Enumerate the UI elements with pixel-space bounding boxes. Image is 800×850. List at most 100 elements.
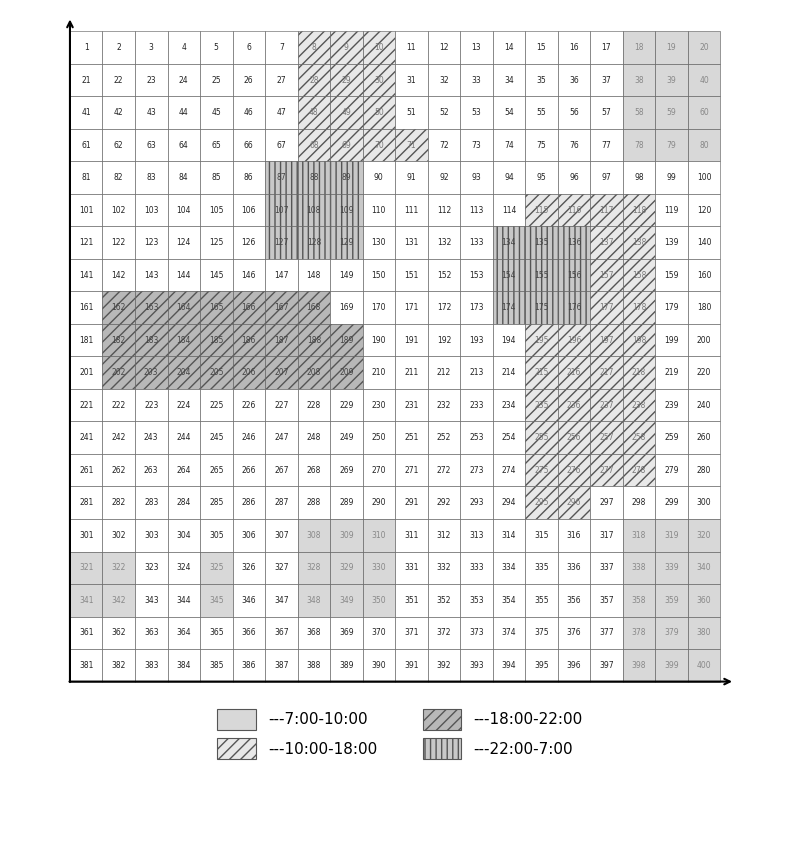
Bar [493,324,525,356]
Text: 341: 341 [79,596,94,605]
Text: 221: 221 [79,400,94,410]
Bar [460,584,493,616]
Text: 231: 231 [404,400,418,410]
Legend: ---7:00-10:00, ---10:00-18:00, ---18:00-22:00, ---22:00-7:00: ---7:00-10:00, ---10:00-18:00, ---18:00-… [202,694,598,774]
Text: 83: 83 [146,173,156,182]
Bar [102,356,135,389]
Text: 129: 129 [339,238,354,247]
Text: 49: 49 [342,108,351,117]
Bar [135,519,167,552]
Bar [525,616,558,649]
Bar [102,422,135,454]
Bar [330,422,362,454]
Bar [298,422,330,454]
Bar [622,616,655,649]
Text: 194: 194 [502,336,516,344]
Bar [70,486,102,519]
Bar [590,259,622,292]
Bar [460,96,493,129]
Bar [622,64,655,96]
Text: 185: 185 [209,336,223,344]
Bar [102,649,135,682]
Text: 86: 86 [244,173,254,182]
Text: 69: 69 [342,140,351,150]
Text: 262: 262 [111,466,126,475]
Bar [655,454,688,486]
Text: 300: 300 [697,498,711,507]
Bar [460,422,493,454]
Bar [460,356,493,389]
Bar [558,324,590,356]
Text: 274: 274 [502,466,516,475]
Text: 165: 165 [209,303,223,312]
Text: 226: 226 [242,400,256,410]
Bar [135,96,167,129]
Bar [70,389,102,422]
Text: 50: 50 [374,108,384,117]
Bar [590,64,622,96]
Text: 396: 396 [566,660,582,670]
Text: 367: 367 [274,628,289,638]
Text: 314: 314 [502,530,516,540]
Bar [590,649,622,682]
Text: 62: 62 [114,140,123,150]
Text: 347: 347 [274,596,289,605]
Text: 169: 169 [339,303,354,312]
Text: 73: 73 [471,140,482,150]
Bar [622,194,655,226]
Bar [200,292,233,324]
Text: 47: 47 [277,108,286,117]
Bar [493,422,525,454]
Bar [233,129,265,162]
Text: 95: 95 [537,173,546,182]
Bar [688,129,720,162]
Bar [70,129,102,162]
Bar [688,226,720,259]
Text: 381: 381 [79,660,94,670]
Bar [298,649,330,682]
Bar [330,31,362,64]
Text: 10: 10 [374,43,384,52]
Bar [330,649,362,682]
Bar [395,259,428,292]
Text: 352: 352 [437,596,451,605]
Bar [655,552,688,584]
Bar [200,519,233,552]
Text: 364: 364 [177,628,191,638]
Text: 211: 211 [404,368,418,377]
Bar [590,324,622,356]
Text: 375: 375 [534,628,549,638]
Bar [688,519,720,552]
Text: 217: 217 [599,368,614,377]
Bar [622,226,655,259]
Text: 75: 75 [537,140,546,150]
Text: 228: 228 [306,400,321,410]
Text: 176: 176 [566,303,582,312]
Bar [265,356,298,389]
Bar [265,324,298,356]
Bar [362,356,395,389]
Text: 148: 148 [306,270,321,280]
Text: 278: 278 [632,466,646,475]
Bar [167,486,200,519]
Bar [70,649,102,682]
Text: 243: 243 [144,434,158,442]
Bar [622,162,655,194]
Text: 94: 94 [504,173,514,182]
Text: 141: 141 [79,270,94,280]
Bar [688,486,720,519]
Bar [493,129,525,162]
Bar [167,356,200,389]
Bar [688,96,720,129]
Text: 172: 172 [437,303,451,312]
Text: 284: 284 [177,498,191,507]
Text: 287: 287 [274,498,289,507]
Text: 128: 128 [306,238,321,247]
Text: 244: 244 [177,434,191,442]
Text: 362: 362 [111,628,126,638]
Text: 315: 315 [534,530,549,540]
Text: 91: 91 [406,173,416,182]
Bar [265,616,298,649]
Text: 33: 33 [471,76,482,84]
Bar [622,389,655,422]
